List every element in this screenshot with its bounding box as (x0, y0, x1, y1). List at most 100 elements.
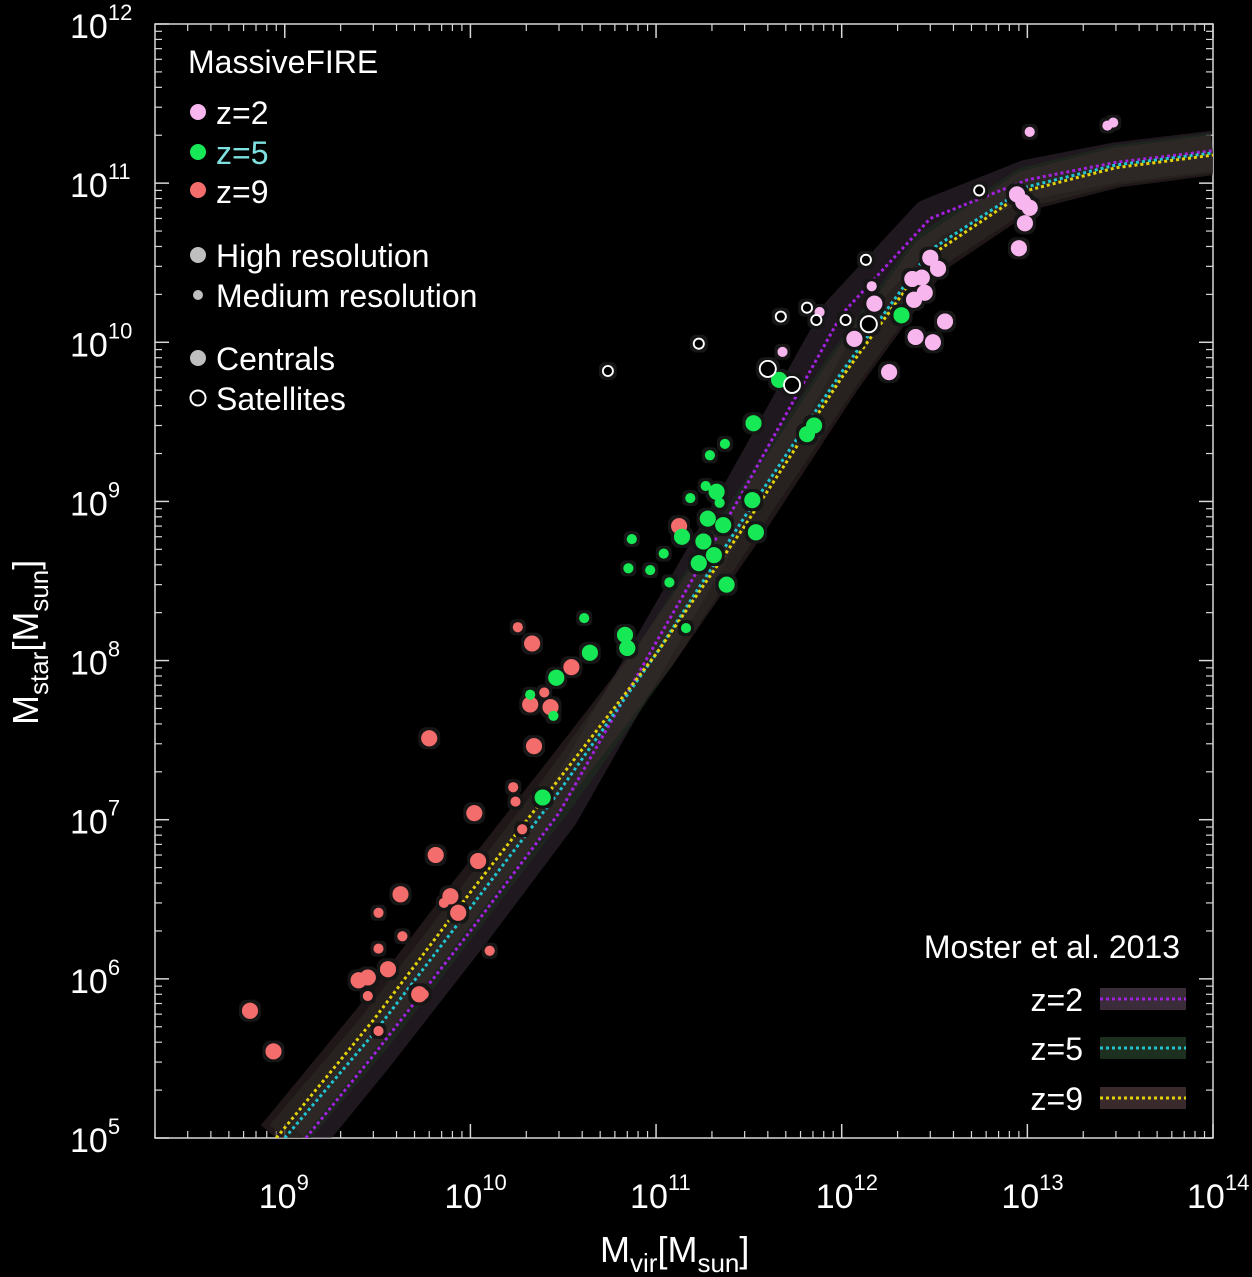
point-z=5-central (525, 689, 536, 700)
legend-sim-z9-marker (190, 182, 206, 198)
point-z=5-central (718, 576, 735, 593)
y-axis-label-main: M (5, 695, 46, 725)
y-tick-label: 107 (70, 796, 120, 842)
y-tick-label: 1010 (70, 318, 132, 364)
point-z=2-central (907, 329, 924, 345)
point-z=5-central (747, 524, 764, 541)
model-curves (275, 149, 1213, 1138)
legend-centrals-label: Centrals (216, 341, 335, 377)
point-z=9-central (526, 738, 542, 755)
legend-med-res-label: Medium resolution (216, 278, 477, 314)
point-z=5-central (581, 644, 598, 661)
point-z=9-central (539, 687, 550, 698)
x-tick-label: 1010 (444, 1170, 506, 1216)
point-z=9-central (362, 991, 373, 1001)
point-z=5-central (619, 640, 636, 656)
point-z=9-central (484, 945, 495, 956)
point-z=9-central (563, 659, 580, 676)
legend-med-res-marker (193, 290, 203, 300)
point-z=2-central (881, 364, 898, 381)
point-z=9-central (510, 796, 521, 807)
point-z=5-central (715, 517, 732, 534)
y-tick-labels: 105 106 107 108 109 1010 1011 1012 (70, 0, 132, 1160)
legend-model: Moster et al. 2013 z=2 z=5 z=9 (924, 929, 1186, 1117)
y-tick-label: 108 (70, 637, 120, 683)
point-z=5-central (695, 533, 712, 550)
legend-sim: MassiveFIRE z=2 z=5 z=9 High resolution … (188, 44, 477, 417)
x-tick-label: 1014 (1187, 1170, 1249, 1216)
point-z=2-satellite (692, 337, 705, 350)
point-z=5-central (623, 563, 634, 574)
y-tick-label: 1012 (70, 0, 132, 46)
point-z=5-central (534, 789, 551, 806)
legend-model-z5-label: z=5 (1031, 1031, 1083, 1067)
point-z=2-satellite (973, 184, 986, 197)
point-z=5-central (626, 534, 637, 545)
point-z=5-central (548, 669, 565, 686)
y-axis-label-sub2: sun (24, 570, 54, 612)
point-z=2-satellite (801, 301, 813, 314)
point-z=5-central (744, 492, 761, 509)
plot-frame (154, 23, 1214, 1139)
point-z=5-central (674, 528, 690, 545)
y-axis-label-sub1: star (24, 651, 54, 695)
point-z=9-central (517, 824, 528, 835)
point-z=9-central (470, 853, 487, 869)
point-z=2-central (777, 346, 788, 357)
point-z=2-satellite (774, 310, 787, 323)
legend-sim-z9-label: z=9 (216, 174, 268, 210)
point-z=2-central (1016, 215, 1033, 232)
legend-high-res-label: High resolution (216, 238, 429, 274)
x-axis-label: Mvir[Msun] (600, 1229, 749, 1277)
point-z=9-central (242, 1002, 258, 1019)
point-z=5-central (664, 577, 675, 588)
point-z=2-central (1024, 126, 1035, 137)
y-axis-label: Mstar[Msun] (5, 560, 54, 725)
point-z=2-central (924, 334, 941, 351)
point-z=9-central (512, 622, 523, 633)
point-z=9-central (522, 696, 539, 713)
point-z=2-central (916, 284, 933, 301)
point-z=9-central (373, 907, 384, 918)
point-z=9-central (373, 943, 384, 954)
legend-sim-z5-marker (190, 144, 206, 160)
minor-ticks (154, 24, 1213, 1138)
point-z=9-central (508, 782, 519, 793)
point-z=5-central (690, 555, 707, 572)
point-z=5-central (617, 626, 633, 643)
point-z=9-central (450, 904, 467, 921)
point-z=2-central (866, 281, 877, 292)
point-z=5-central (719, 438, 730, 449)
point-z=2-satellite (839, 314, 852, 326)
point-z=9-central (397, 931, 408, 942)
point-z=5-central (700, 481, 711, 491)
point-z=2-central (1010, 240, 1027, 257)
point-z=9-central (392, 886, 409, 903)
data-points (242, 117, 1119, 1060)
model-curve-z=5 (283, 151, 1213, 1138)
point-z=2-satellite (602, 365, 614, 377)
point-z=2-satellite (758, 359, 777, 378)
point-z=9-central (418, 989, 429, 1000)
legend-centrals-marker (190, 350, 206, 366)
point-z=5-central (579, 613, 590, 624)
point-z=2-central (866, 295, 883, 312)
y-tick-label: 109 (70, 477, 120, 523)
point-z=2-central (846, 330, 863, 347)
point-z=9-central (359, 969, 376, 986)
model-curve-z=2 (304, 149, 1213, 1138)
legend-sim-z2-marker (190, 104, 206, 120)
point-z=9-central (373, 1026, 384, 1036)
point-z=5-central (893, 307, 910, 324)
x-axis-label-end: ] (739, 1229, 749, 1270)
point-z=9-central (524, 635, 541, 652)
x-tick-label: 1012 (816, 1170, 878, 1216)
legend-model-z9-label: z=9 (1031, 1081, 1083, 1117)
model-curve-z=9 (275, 153, 1213, 1138)
x-axis-label-main: M (600, 1229, 630, 1270)
legend-model-title: Moster et al. 2013 (924, 929, 1180, 965)
x-axis-label-mid: [M (657, 1229, 697, 1270)
x-tick-label: 1013 (1001, 1170, 1063, 1216)
point-z=2-satellite (860, 253, 872, 266)
legend-sim-z5-label: z=5 (216, 135, 268, 171)
